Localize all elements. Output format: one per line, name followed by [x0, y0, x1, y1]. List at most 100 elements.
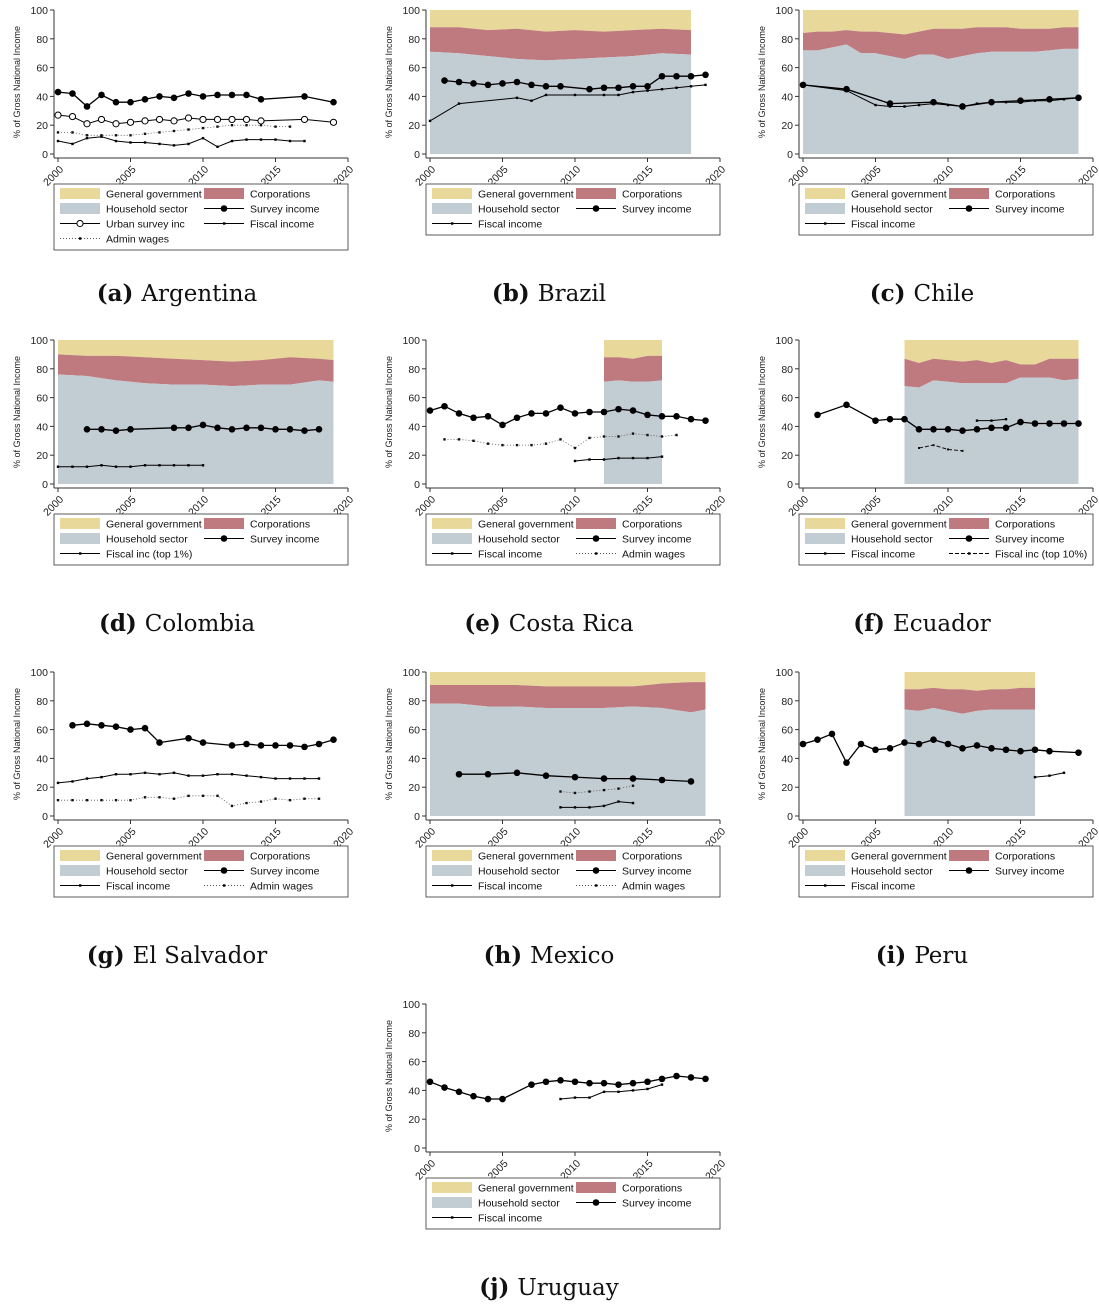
legend-label: Survey income	[622, 866, 692, 878]
data-point	[455, 1088, 463, 1096]
y-tick-label: 40	[36, 91, 48, 103]
legend-label: Corporations	[250, 519, 310, 531]
data-point	[915, 425, 923, 433]
legend-marker	[965, 867, 973, 874]
legend-entry: Survey income	[204, 866, 320, 878]
data-point	[199, 93, 207, 100]
legend-entry: Corporations	[576, 1182, 682, 1195]
data-point	[129, 465, 132, 468]
y-tick-label: 100	[775, 5, 793, 17]
legend-entry: Fiscal income	[432, 1213, 542, 1225]
data-point	[187, 464, 190, 467]
legend-swatch	[204, 518, 244, 529]
data-point	[1002, 424, 1010, 432]
legend-swatch	[432, 518, 472, 529]
data-point	[158, 464, 161, 467]
data-point	[213, 115, 222, 124]
legend-marker	[592, 205, 600, 212]
data-point	[98, 425, 105, 433]
data-point	[528, 1081, 535, 1088]
legend-label: Household sector	[851, 204, 933, 216]
legend-label: Admin wages	[622, 881, 685, 893]
data-point	[317, 797, 321, 800]
data-point	[1046, 420, 1053, 427]
y-tick-label: 100	[775, 667, 793, 679]
legend-label: General government	[851, 519, 947, 531]
data-point	[944, 425, 952, 433]
legend-label: Fiscal income	[851, 219, 915, 231]
legend-label: Urban survey inc	[106, 219, 185, 231]
y-tick-label: 0	[787, 149, 793, 161]
data-point	[129, 134, 132, 137]
legend-marker	[592, 1199, 600, 1206]
data-point	[602, 435, 606, 438]
data-point	[230, 139, 234, 143]
data-point	[141, 117, 149, 125]
legend-swatch	[432, 865, 472, 876]
series-line	[58, 795, 319, 807]
data-point	[702, 417, 709, 424]
data-point	[646, 433, 649, 437]
data-point	[172, 129, 176, 133]
data-point	[513, 414, 521, 422]
legend-entry: Household sector	[805, 203, 933, 216]
data-point	[704, 83, 707, 87]
legend-marker	[592, 867, 600, 874]
data-point	[687, 72, 695, 80]
legend-entry: Survey income	[949, 534, 1065, 546]
panel-country: Colombia	[144, 611, 256, 637]
area-corporations	[58, 354, 334, 387]
legend-entry: General government	[60, 188, 202, 201]
data-point	[112, 98, 120, 106]
y-tick-label: 0	[414, 1143, 420, 1155]
legend-label: Household sector	[478, 534, 560, 546]
legend-swatch	[60, 188, 100, 199]
area-corporations	[904, 358, 1079, 388]
data-point	[947, 448, 949, 451]
legend-box	[425, 1177, 721, 1230]
y-tick-label: 0	[787, 479, 793, 491]
y-tick-label: 0	[42, 811, 48, 823]
data-point	[457, 438, 461, 441]
data-point	[615, 405, 622, 413]
data-point	[658, 72, 666, 80]
y-tick-label: 40	[408, 753, 420, 765]
legend-label: Admin wages	[106, 234, 169, 246]
panel-country: Ecuador	[892, 611, 991, 637]
data-point	[114, 798, 118, 802]
data-point	[901, 739, 908, 746]
legend-marker	[968, 552, 971, 555]
legend-entry: Household sector	[432, 1197, 560, 1210]
data-point	[631, 1089, 635, 1092]
y-tick-label: 20	[781, 782, 793, 794]
area-corporations	[904, 687, 1035, 714]
y-tick-label: 100	[30, 5, 48, 17]
legend-box	[798, 513, 1094, 566]
data-point	[455, 78, 463, 86]
legend-marker	[220, 867, 228, 874]
data-point	[1031, 420, 1039, 427]
legend-entry: Fiscal income	[805, 549, 915, 561]
data-point	[243, 740, 250, 748]
data-point	[274, 125, 277, 128]
data-point	[799, 740, 807, 748]
legend-swatch	[576, 518, 616, 529]
data-point	[274, 138, 277, 141]
data-point	[571, 1078, 579, 1086]
chart-panel-d: 0 20 40 60 80 100 2000 2005 2010 2015 2020% of Gro…	[0, 330, 356, 650]
data-point	[528, 81, 535, 89]
data-point	[644, 83, 651, 90]
series-fiscal-income	[559, 800, 635, 809]
legend-entry: Household sector	[432, 203, 560, 216]
data-point	[600, 84, 608, 92]
data-point	[573, 791, 577, 795]
data-point	[127, 98, 134, 106]
legend-marker	[79, 237, 82, 240]
y-axis-label: % of Gross National Income	[757, 356, 767, 468]
y-tick-label: 80	[408, 364, 420, 376]
data-point	[71, 798, 74, 802]
data-point	[557, 404, 564, 411]
data-point	[600, 408, 608, 416]
area-general-government	[904, 672, 1035, 691]
legend-entry: Fiscal inc (top 10%)	[949, 549, 1087, 561]
